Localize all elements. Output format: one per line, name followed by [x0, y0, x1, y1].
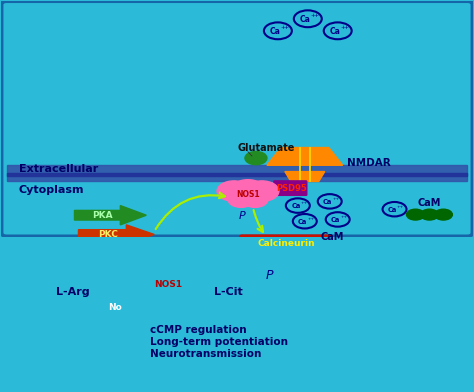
Circle shape — [142, 281, 176, 301]
Text: NOS1: NOS1 — [154, 280, 182, 289]
Text: ++: ++ — [310, 13, 319, 18]
Text: L-Cit: L-Cit — [214, 287, 242, 297]
Circle shape — [245, 151, 267, 165]
Text: CaM: CaM — [418, 198, 441, 208]
Circle shape — [337, 242, 356, 254]
FancyBboxPatch shape — [285, 181, 296, 195]
Circle shape — [101, 299, 129, 316]
Circle shape — [228, 192, 254, 207]
Circle shape — [245, 181, 279, 201]
Circle shape — [128, 267, 172, 293]
Text: Ca: Ca — [300, 15, 310, 24]
Text: Extracellular: Extracellular — [18, 164, 98, 174]
Text: Cytoplasm: Cytoplasm — [18, 185, 84, 195]
Text: Ca: Ca — [291, 203, 301, 209]
Text: Glutamate: Glutamate — [238, 143, 295, 153]
Text: No: No — [109, 303, 122, 312]
Circle shape — [326, 242, 346, 254]
Circle shape — [217, 181, 251, 201]
Text: Ca: Ca — [323, 199, 332, 205]
Polygon shape — [267, 147, 343, 165]
Text: L-Arg: L-Arg — [55, 287, 89, 297]
Polygon shape — [74, 205, 146, 225]
Polygon shape — [79, 225, 154, 244]
Text: CaM: CaM — [320, 232, 343, 242]
Circle shape — [161, 281, 195, 301]
Text: NMDAR: NMDAR — [346, 158, 391, 169]
Circle shape — [231, 180, 265, 200]
Circle shape — [434, 209, 452, 220]
FancyBboxPatch shape — [274, 181, 285, 195]
Circle shape — [407, 209, 424, 220]
Text: Calcineurin: Calcineurin — [257, 239, 315, 248]
Bar — [7, 173, 467, 176]
Circle shape — [347, 242, 368, 254]
Text: ++: ++ — [397, 205, 404, 209]
Text: ++: ++ — [340, 215, 347, 219]
Text: ++: ++ — [340, 25, 349, 30]
Text: NOS1: NOS1 — [236, 190, 260, 199]
FancyBboxPatch shape — [240, 235, 332, 252]
Text: ++: ++ — [332, 197, 339, 201]
Text: Ca: Ca — [329, 27, 340, 36]
Text: Neurotransmission: Neurotransmission — [150, 349, 262, 359]
Text: ++: ++ — [280, 25, 289, 30]
Text: Ca: Ca — [388, 207, 397, 213]
Bar — [7, 165, 467, 181]
Text: PKC: PKC — [99, 230, 118, 239]
Text: PKA: PKA — [92, 211, 113, 220]
Text: Long-term potentiation: Long-term potentiation — [150, 337, 288, 347]
Text: Ca: Ca — [269, 27, 280, 36]
Circle shape — [146, 265, 190, 292]
Text: ++: ++ — [307, 217, 314, 221]
FancyBboxPatch shape — [2, 1, 472, 236]
FancyBboxPatch shape — [296, 181, 307, 195]
Text: cCMP regulation: cCMP regulation — [150, 325, 247, 335]
Text: P: P — [238, 211, 246, 221]
Text: PSD95: PSD95 — [276, 183, 307, 192]
Text: Ca: Ca — [331, 217, 340, 223]
Circle shape — [242, 192, 268, 207]
Text: P: P — [266, 269, 273, 282]
Polygon shape — [285, 172, 325, 181]
Text: Ca: Ca — [298, 219, 308, 225]
Circle shape — [164, 267, 208, 293]
Circle shape — [420, 209, 438, 220]
Text: ++: ++ — [300, 201, 308, 205]
